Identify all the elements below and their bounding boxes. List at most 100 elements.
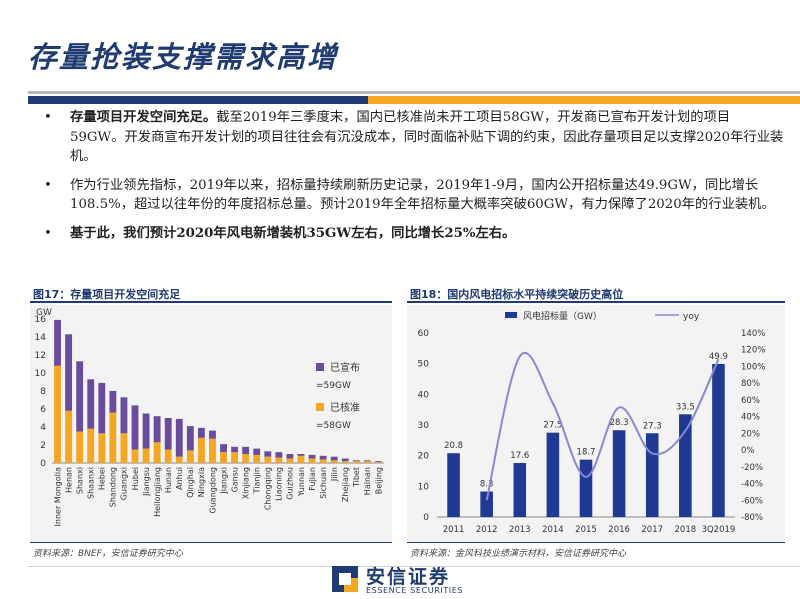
- x-tick-label: Hainan: [363, 467, 372, 495]
- bar-approved: [220, 452, 227, 463]
- bar-announced: [341, 458, 349, 462]
- x-tick-label: Shandong: [109, 467, 118, 507]
- y-left-tick-label: 50: [418, 360, 430, 370]
- y-tick-label: 12: [35, 351, 46, 361]
- bar-data-label: 49.9: [709, 352, 728, 362]
- tender-bar: [447, 453, 460, 517]
- bar-announced: [308, 454, 316, 459]
- fig17-title: 图17：存量项目开发空间充足: [33, 288, 181, 301]
- chart2-background: [407, 305, 785, 543]
- title-rule-blue: [28, 96, 368, 104]
- legend-line-label: yoy: [683, 312, 700, 322]
- x-tick-label: Yunnan: [297, 467, 306, 497]
- y-left-tick-label: 10: [418, 482, 430, 492]
- bar-approved: [164, 449, 172, 463]
- fig18-rule: [407, 301, 785, 303]
- legend-swatch: [316, 363, 324, 371]
- bar-announced: [286, 454, 294, 459]
- bar-announced: [297, 454, 305, 456]
- y-left-tick-label: 0: [423, 513, 429, 523]
- y-right-tick-label: 20%: [741, 429, 760, 439]
- x-tick-label: Jiangsu: [142, 467, 151, 497]
- bar-approved: [242, 454, 250, 463]
- bar-approved: [297, 455, 305, 463]
- bar-approved: [76, 431, 84, 463]
- bar-data-label: 33.5: [676, 402, 695, 412]
- bar-data-label: 17.6: [510, 451, 529, 461]
- bar-announced: [175, 418, 183, 457]
- bar-announced: [242, 446, 250, 454]
- y-right-tick-label: -60%: [741, 496, 763, 506]
- bar-approved: [142, 448, 150, 463]
- bar-announced: [120, 397, 128, 434]
- bar-announced: [209, 430, 216, 439]
- x-tick-label: Shaanxi: [87, 467, 96, 499]
- x-tick-label: 3Q2019: [702, 525, 736, 535]
- x-tick-label: Anhui: [175, 467, 184, 490]
- y-left-tick-label: 30: [418, 421, 430, 431]
- y-right-tick-label: -40%: [741, 480, 763, 490]
- bar-announced: [164, 418, 172, 450]
- bar-announced: [319, 455, 327, 460]
- x-tick-label: Tibet: [352, 467, 361, 488]
- y-tick-label: 4: [40, 423, 46, 433]
- bar-announced: [330, 456, 338, 461]
- fig17-bottom-rule: [30, 542, 392, 543]
- x-tick-label: 2012: [476, 525, 498, 535]
- y-tick-label: 8: [40, 387, 46, 397]
- bar-approved: [264, 456, 272, 463]
- x-tick-label: Guizhou: [286, 467, 295, 500]
- bar-approved: [175, 456, 183, 463]
- legend-sublabel: =58GW: [316, 421, 351, 431]
- tender-bar: [645, 433, 659, 517]
- bullet-item-2: • 作为行业领先指标，2019年以来，招标量持续刷新历史记录，2019年1-9月…: [44, 176, 784, 215]
- page-title: 存量抢装支撑需求高增: [28, 40, 339, 74]
- x-tick-label: Jiangxi: [219, 467, 228, 495]
- legend-sublabel: =59GW: [316, 381, 351, 391]
- bar-approved: [375, 462, 382, 463]
- bullet-item-3: • 基于此，我们预计2020年风电新增装机35GW左右，同比增长25%左右。: [44, 224, 784, 244]
- bar-approved: [153, 442, 161, 463]
- tender-bar: [579, 459, 593, 517]
- x-tick-label: Chongqing: [264, 467, 273, 510]
- bar-announced: [65, 334, 73, 411]
- footer-rule: [28, 566, 800, 567]
- bar-announced: [153, 416, 161, 443]
- fig18-title: 图18：国内风电招标水平持续突破历史高位: [410, 288, 624, 301]
- y-left-tick-label: 60: [418, 329, 430, 339]
- fig18-source: 资料来源：金风科技业绩演示材料，安信证券研究中心: [410, 549, 627, 559]
- title-rule-orange: [368, 96, 800, 104]
- bar-announced: [264, 451, 272, 457]
- yoy-line: [485, 352, 720, 501]
- fig17-chart: GW 0 2 4 6 8 10 12 14 16 Inner Mongolia Henan Shanxi…: [30, 305, 392, 543]
- x-tick-label: 2015: [575, 525, 597, 535]
- y-right-tick-label: 80%: [741, 379, 760, 389]
- y-tick-label: 0: [40, 459, 46, 469]
- bar-approved: [109, 412, 117, 463]
- bar-announced: [142, 413, 150, 449]
- bar-approved: [319, 459, 327, 463]
- y-tick-label: 16: [35, 315, 47, 325]
- y-tick-label: 14: [35, 333, 47, 343]
- fig18-chart: 风电招标量（GW） yoy 0 10 20 30 40 50 60 -80% -60% -40% -20…: [407, 305, 785, 543]
- y-right-tick-label: -20%: [741, 463, 763, 473]
- y-right-tick-label: 100%: [741, 362, 765, 372]
- bar-approved: [197, 437, 205, 463]
- bar-announced: [131, 405, 139, 450]
- x-tick-label: Guangxi: [120, 467, 129, 500]
- x-tick-label: 2017: [641, 525, 663, 535]
- y-tick-label: 10: [35, 369, 47, 379]
- y-right-tick-label: 40%: [741, 413, 760, 423]
- y-right-tick-label: -80%: [741, 513, 763, 523]
- bullet-text-1: 截至2019年三季度末，国内已核准尚未开工项目58GW，开发商已宣布开发计划的项…: [70, 110, 784, 164]
- x-tick-label: 2016: [608, 525, 630, 535]
- x-tick-label: Zhejiang: [341, 467, 350, 502]
- y-tick-label: 2: [40, 441, 46, 451]
- y-tick-label: 6: [40, 405, 46, 415]
- legend-bar-label: 风电招标量（GW）: [523, 310, 602, 322]
- x-tick-label: Qinghai: [186, 467, 195, 498]
- title-rule-gray: [28, 91, 800, 94]
- x-tick-label: 2011: [443, 525, 465, 535]
- fig17-rule: [30, 301, 392, 303]
- logo-name: 安信证券: [366, 566, 451, 588]
